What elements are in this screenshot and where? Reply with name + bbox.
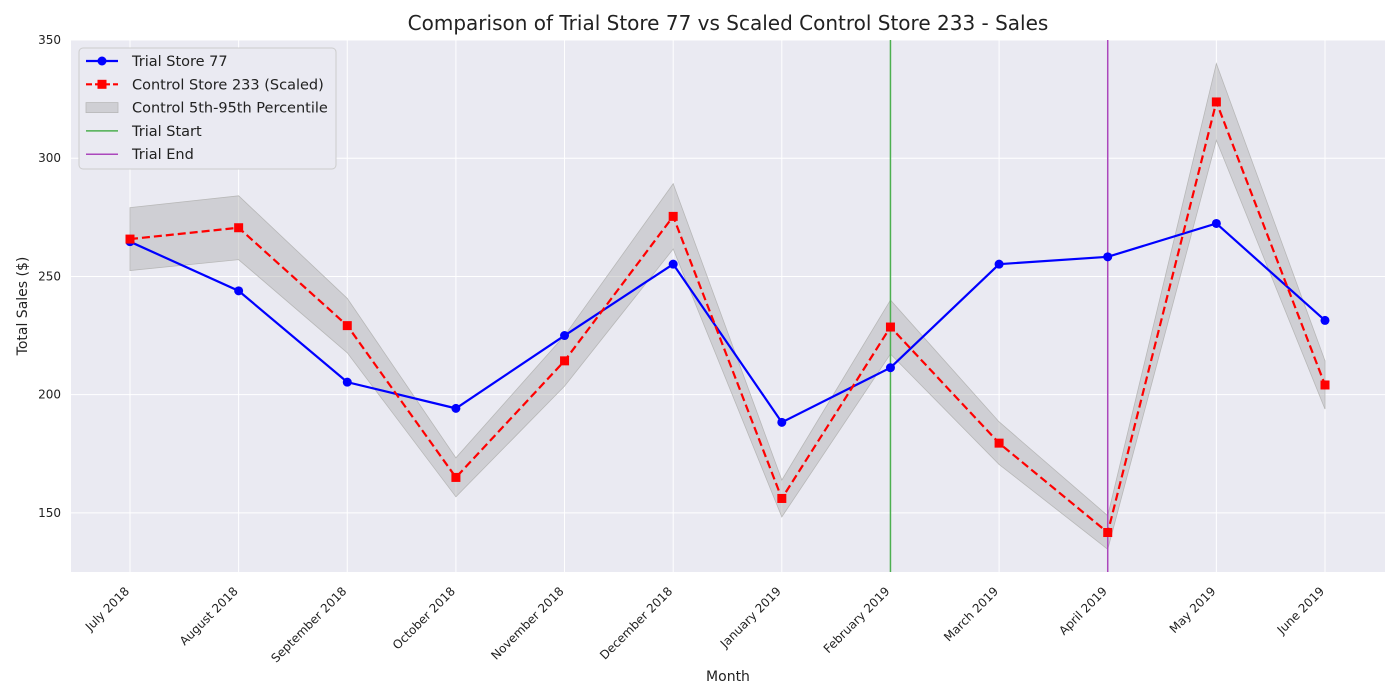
control-store-point bbox=[234, 223, 244, 233]
trial-store-point bbox=[234, 286, 244, 296]
control-store-point bbox=[560, 356, 570, 366]
trial-store-line bbox=[129, 222, 1326, 424]
x-tick-label: December 2018 bbox=[597, 584, 675, 662]
control-store-point bbox=[1320, 380, 1330, 390]
legend-trial-start-label: Trial Start bbox=[131, 124, 202, 140]
control-store-point bbox=[668, 211, 678, 221]
control-store-point bbox=[1211, 97, 1221, 107]
trial-store-point bbox=[777, 417, 787, 427]
x-tick-label: June 2019 bbox=[1274, 584, 1327, 637]
control-store-point bbox=[342, 321, 352, 331]
x-tick-label: July 2018 bbox=[82, 584, 132, 634]
trial-store-point bbox=[342, 377, 352, 387]
legend-control-store-label: Control Store 233 (Scaled) bbox=[132, 77, 324, 93]
x-tick-label: November 2018 bbox=[488, 584, 566, 662]
y-tick-label: 150 bbox=[38, 506, 61, 520]
chart-legend: Trial Store 77 Control Store 233 (Scaled)… bbox=[78, 47, 337, 170]
control-store-point bbox=[125, 234, 135, 244]
legend-box bbox=[78, 47, 337, 170]
y-axis-title: Total Sales ($) bbox=[15, 257, 31, 357]
legend-percentile-band-label: Control 5th-95th Percentile bbox=[132, 101, 328, 117]
trial-store-point bbox=[1211, 218, 1221, 228]
chart-title: Comparison of Trial Store 77 vs Scaled C… bbox=[408, 11, 1049, 35]
trial-store-point bbox=[668, 259, 678, 269]
trial-store-point bbox=[451, 403, 461, 413]
legend-trial-end-label: Trial End bbox=[131, 147, 194, 163]
trial-store-point bbox=[994, 259, 1004, 269]
control-store-point bbox=[994, 438, 1004, 448]
trial-store-point bbox=[1320, 315, 1330, 325]
x-axis-title: Month bbox=[706, 669, 750, 685]
series-layer bbox=[125, 97, 1330, 538]
control-store-line bbox=[129, 98, 1327, 535]
trial-store-point bbox=[1103, 252, 1113, 262]
x-tick-label: September 2018 bbox=[268, 584, 349, 665]
trial-store-point bbox=[560, 331, 570, 341]
y-tick-label: 250 bbox=[38, 269, 61, 283]
x-tick-label: May 2019 bbox=[1167, 584, 1219, 636]
control-store-point bbox=[451, 472, 461, 482]
control-store-point bbox=[777, 493, 787, 503]
control-store-point bbox=[1103, 528, 1113, 538]
legend-control-store-marker bbox=[97, 79, 107, 89]
trial-period-lines bbox=[889, 40, 1109, 572]
legend-trial-store-marker bbox=[97, 56, 107, 66]
x-tick-label: February 2019 bbox=[821, 584, 893, 656]
y-axis-ticks: 150 200 250 300 350 bbox=[38, 33, 61, 520]
y-tick-label: 300 bbox=[38, 151, 61, 165]
control-store-point bbox=[885, 322, 895, 332]
x-tick-label: April 2019 bbox=[1056, 584, 1110, 638]
y-tick-label: 350 bbox=[38, 33, 61, 47]
y-tick-label: 200 bbox=[38, 388, 61, 402]
legend-trial-store-label: Trial Store 77 bbox=[131, 54, 228, 70]
x-axis-ticks: July 2018 August 2018 September 2018 Octobe… bbox=[82, 584, 1327, 665]
x-tick-label: August 2018 bbox=[177, 584, 241, 648]
trial-store-point bbox=[885, 363, 895, 373]
x-tick-label: October 2018 bbox=[390, 584, 458, 652]
legend-percentile-band-swatch bbox=[85, 102, 119, 113]
x-tick-label: March 2019 bbox=[941, 584, 1001, 644]
x-tick-label: January 2019 bbox=[717, 584, 784, 651]
